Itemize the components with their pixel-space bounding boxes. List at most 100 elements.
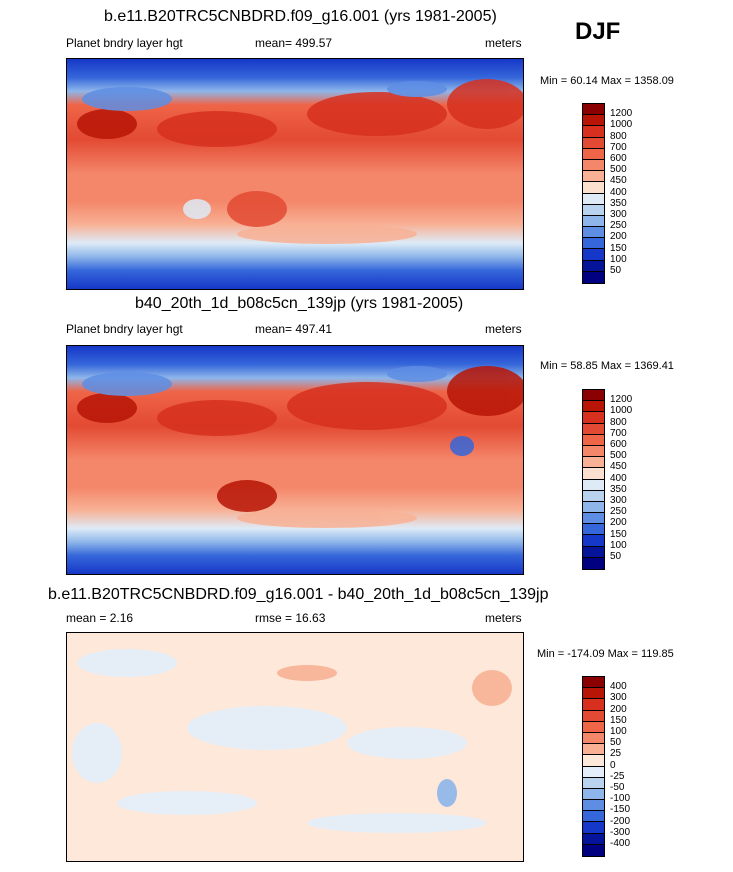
- minmax-label: Min = 60.14 Max = 1358.09: [540, 75, 674, 87]
- colorbar-tick-label: 150: [610, 714, 627, 726]
- colorbar-tick-label: 300: [610, 692, 627, 704]
- colorbar-swatch: [583, 204, 604, 216]
- colorbar-tick-label: 0: [610, 759, 616, 771]
- colorbar-swatch: [583, 710, 604, 722]
- panel-title: b.e11.B20TRC5CNBDRD.f09_g16.001 (yrs 198…: [104, 8, 497, 25]
- colorbar-tick-label: 25: [610, 748, 622, 760]
- colorbar-tick-label: 1000: [610, 119, 633, 131]
- colorbar-swatches: [582, 103, 605, 284]
- colorbar-tick-label: -50: [610, 782, 625, 793]
- colorbar-swatch: [583, 501, 604, 514]
- colorbar-swatch: [583, 557, 604, 569]
- colorbar-swatch: [583, 412, 604, 424]
- colorbar-tick-label: 400: [610, 186, 627, 198]
- panel-title: b.e11.B20TRC5CNBDRD.f09_g16.001 - b40_20…: [48, 586, 549, 603]
- units-label: meters: [485, 36, 522, 50]
- colorbar-swatch: [583, 390, 604, 402]
- colorbar-tick-label: -300: [610, 826, 631, 838]
- colorbar-tick-label: 1200: [610, 108, 633, 120]
- colorbar-swatch: [583, 457, 604, 469]
- colorbar-tick-label: -400: [610, 838, 631, 849]
- colorbar-tick-label: 150: [610, 242, 627, 254]
- colorbar-tick-label: -25: [610, 770, 625, 782]
- colorbar-tick-label: 200: [610, 517, 627, 529]
- colorbar-swatch: [583, 844, 604, 856]
- map-plot: [66, 345, 524, 575]
- colorbar-tick-label: 500: [610, 450, 627, 462]
- colorbar-tick-label: 250: [610, 506, 627, 518]
- colorbar-swatch: [583, 788, 604, 801]
- colorbar-tick-label: 800: [610, 130, 627, 142]
- colorbar-tick-label: 450: [610, 461, 627, 473]
- colorbar-swatch: [583, 227, 604, 239]
- colorbar-swatch: [583, 811, 604, 823]
- colorbar-tick-label: 100: [610, 726, 627, 737]
- colorbar-swatch: [583, 721, 604, 733]
- colorbar-swatch: [583, 677, 604, 689]
- colorbar-swatch: [583, 777, 604, 789]
- colorbar-tick-label: 200: [610, 703, 627, 715]
- colorbar-tick-label: 700: [610, 427, 627, 439]
- colorbar-tick-label: 300: [610, 495, 627, 506]
- colorbar-swatch: [583, 755, 604, 767]
- mean-label: mean = 2.16: [66, 611, 134, 625]
- colorbar-swatch: [583, 688, 604, 700]
- mean-label: mean= 497.41: [255, 322, 333, 336]
- colorbar-swatch: [583, 490, 604, 502]
- colorbar-swatches: [582, 389, 605, 570]
- variable-label: Planet bndry layer hgt: [66, 322, 183, 336]
- colorbar-swatch: [583, 104, 604, 116]
- colorbar-swatch: [583, 115, 604, 127]
- colorbar-tick-label: 1200: [610, 394, 633, 406]
- map-field: [67, 633, 523, 861]
- colorbar-swatch: [583, 423, 604, 435]
- colorbar-swatch: [583, 193, 604, 205]
- colorbar-tick-label: 1000: [610, 405, 633, 417]
- map-field: [67, 346, 523, 574]
- colorbar-swatch: [583, 699, 604, 711]
- map-field: [67, 59, 523, 289]
- rmse-label: rmse = 16.63: [255, 611, 326, 625]
- map-plot: [66, 632, 524, 862]
- minmax-label: Min = -174.09 Max = 119.85: [537, 648, 674, 660]
- colorbar-swatch: [583, 766, 604, 778]
- colorbar-swatch: [583, 238, 604, 250]
- colorbar-tick-label: 150: [610, 528, 627, 540]
- colorbar-swatch: [583, 833, 604, 845]
- mean-label: mean= 499.57: [255, 36, 333, 50]
- colorbar-swatch: [583, 524, 604, 536]
- colorbar-swatch: [583, 800, 604, 812]
- colorbar-swatch: [583, 171, 604, 183]
- colorbar-tick-label: -150: [610, 804, 631, 816]
- panel-title: b40_20th_1d_b08c5cn_139jp (yrs 1981-2005…: [135, 295, 464, 312]
- colorbar-tick-label: 500: [610, 164, 627, 176]
- colorbar-tick-label: 50: [610, 265, 622, 276]
- colorbar-swatch: [583, 434, 604, 446]
- colorbar-swatch: [583, 215, 604, 228]
- colorbar-tick-label: 100: [610, 253, 627, 265]
- colorbar-tick-label: 600: [610, 153, 627, 164]
- colorbar-swatch: [583, 468, 604, 480]
- colorbar-tick-label: 400: [610, 472, 627, 484]
- colorbar-tick-label: 100: [610, 539, 627, 551]
- colorbar-swatch: [583, 546, 604, 558]
- colorbar-swatch: [583, 249, 604, 261]
- colorbar-swatch: [583, 732, 604, 745]
- colorbar-tick-label: 600: [610, 439, 627, 450]
- colorbar-tick-label: 50: [610, 551, 622, 562]
- colorbar-swatch: [583, 260, 604, 272]
- minmax-label: Min = 58.85 Max = 1369.41: [540, 360, 674, 372]
- colorbar-tick-label: 50: [610, 737, 622, 749]
- colorbar-tick-label: 350: [610, 483, 627, 495]
- colorbar-swatch: [583, 479, 604, 491]
- colorbar-swatch: [583, 535, 604, 547]
- variable-label: Planet bndry layer hgt: [66, 36, 183, 50]
- colorbar-tick-label: -100: [610, 793, 631, 805]
- units-label: meters: [485, 611, 522, 625]
- colorbar-tick-label: 800: [610, 416, 627, 428]
- season-label: DJF: [575, 18, 621, 45]
- colorbar-tick-label: 300: [610, 209, 627, 220]
- colorbar-tick-label: 250: [610, 220, 627, 232]
- colorbar-tick-label: -200: [610, 815, 631, 827]
- colorbar-swatch: [583, 513, 604, 525]
